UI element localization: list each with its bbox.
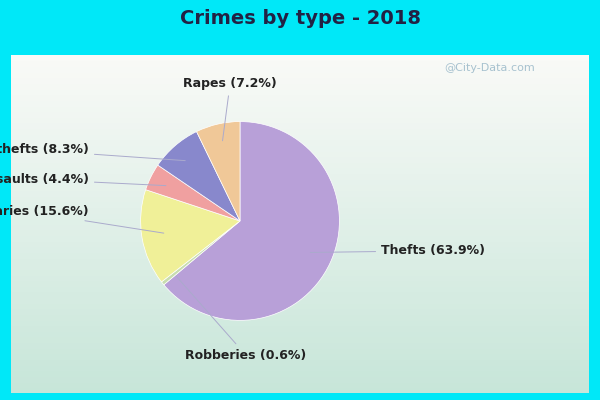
Bar [11, 158, 589, 168]
Bar [11, 198, 589, 207]
Bar [11, 361, 589, 370]
Text: @City-Data.com: @City-Data.com [444, 63, 535, 73]
Bar [11, 125, 589, 134]
Bar [11, 192, 589, 201]
Bar [11, 170, 589, 179]
Bar [11, 63, 589, 72]
Bar [11, 384, 589, 393]
Bar [11, 80, 589, 89]
Wedge shape [140, 190, 240, 282]
Wedge shape [158, 132, 240, 221]
Bar [11, 74, 589, 83]
Bar [11, 181, 589, 190]
Bar [11, 271, 589, 280]
Text: Crimes by type - 2018: Crimes by type - 2018 [179, 8, 421, 28]
Bar [11, 282, 589, 291]
Wedge shape [197, 122, 240, 221]
Bar [11, 254, 589, 263]
Bar [11, 147, 589, 156]
Bar [11, 52, 589, 60]
Bar [11, 119, 589, 128]
Text: Auto thefts (8.3%): Auto thefts (8.3%) [0, 143, 185, 161]
Bar [11, 164, 589, 173]
Bar [11, 108, 589, 117]
Bar [11, 378, 589, 387]
Bar [11, 187, 589, 196]
Text: Robberies (0.6%): Robberies (0.6%) [176, 276, 307, 362]
Text: Burglaries (15.6%): Burglaries (15.6%) [0, 204, 164, 233]
Bar [11, 367, 589, 376]
Bar [11, 68, 589, 77]
Bar [11, 136, 589, 145]
Bar [11, 220, 589, 230]
Bar [11, 153, 589, 162]
Bar [11, 204, 589, 212]
Bar [11, 333, 589, 342]
Bar [11, 372, 589, 382]
Bar [11, 226, 589, 235]
Bar [11, 130, 589, 139]
Bar [11, 85, 589, 94]
Bar [11, 305, 589, 314]
Bar [11, 288, 589, 297]
Bar [11, 328, 589, 336]
Bar [11, 232, 589, 241]
Bar [11, 266, 589, 274]
Bar [11, 356, 589, 365]
Wedge shape [164, 122, 340, 320]
Wedge shape [146, 165, 240, 221]
Bar [11, 260, 589, 269]
Bar [11, 294, 589, 303]
Bar [11, 142, 589, 150]
Bar [11, 91, 589, 100]
Bar [11, 248, 589, 258]
Bar [11, 316, 589, 325]
Bar [11, 277, 589, 286]
Bar [11, 243, 589, 252]
Bar [11, 299, 589, 308]
Bar [11, 339, 589, 348]
Text: Rapes (7.2%): Rapes (7.2%) [183, 77, 277, 141]
Bar [11, 344, 589, 353]
Bar [11, 237, 589, 246]
Text: Thefts (63.9%): Thefts (63.9%) [310, 244, 485, 257]
Bar [11, 175, 589, 184]
Text: Assaults (4.4%): Assaults (4.4%) [0, 173, 166, 186]
Bar [11, 209, 589, 218]
Bar [11, 350, 589, 359]
Wedge shape [161, 221, 240, 285]
Bar [11, 113, 589, 122]
Bar [11, 57, 589, 66]
Bar [11, 215, 589, 224]
Bar [11, 310, 589, 320]
Bar [11, 96, 589, 106]
Bar [11, 322, 589, 331]
Bar [11, 102, 589, 111]
